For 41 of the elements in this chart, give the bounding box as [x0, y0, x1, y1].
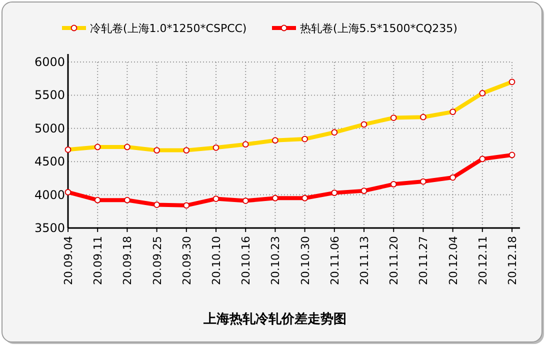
x-tick-label: 20.09.04: [62, 236, 75, 285]
y-tick-label: 3500: [34, 221, 65, 235]
x-tick-label: 20.10.30: [298, 236, 312, 285]
point: [508, 152, 516, 158]
point: [420, 178, 426, 185]
x-tick-label: 20.12.18: [506, 236, 519, 285]
point: [154, 202, 160, 208]
point: [390, 180, 397, 188]
point: [479, 156, 486, 162]
point: [302, 194, 308, 202]
legend-label: 冷轧卷(上海1.0*1250*CSPCC): [90, 22, 247, 35]
x-tick-label: 20.11.20: [388, 236, 401, 285]
point: [94, 196, 101, 204]
point: [64, 188, 72, 196]
y-tick-label: 4500: [34, 154, 65, 169]
x-tick-label: 20.09.18: [121, 236, 134, 285]
text: 上海热轧冷轧价差走势图: [202, 311, 346, 327]
point: [242, 198, 249, 204]
x-tick-label: 20.09.25: [150, 236, 164, 285]
x-tick-label: 20.09.11: [92, 236, 105, 285]
y-tick-label: 6000: [34, 55, 65, 69]
x-tick-label: 20.11.06: [328, 236, 342, 285]
x-tick-label: 20.12.11: [476, 236, 490, 285]
point: [183, 202, 190, 209]
point: [450, 174, 456, 181]
x-tick-label: 20.12.04: [446, 236, 460, 285]
point: [272, 194, 278, 202]
point: [212, 196, 220, 202]
x-tick-label: 20.11.13: [358, 236, 371, 285]
x-tick-label: 20.11.27: [417, 236, 430, 285]
x-tick-label: 20.09.30: [180, 236, 194, 285]
x-tick-label: 20.10.16: [240, 236, 253, 285]
point: [124, 196, 130, 204]
x-tick-label: 20.10.23: [269, 236, 282, 285]
x-tick-label: 20.10.10: [210, 236, 223, 285]
legend-label: 热轧卷(上海5.5*1500*CQ235): [300, 22, 458, 35]
y-tick-label: 5000: [34, 121, 65, 136]
point: [331, 190, 338, 196]
y-tick-label: 4000: [34, 188, 65, 202]
point: [360, 188, 368, 194]
y-tick-label: 5500: [34, 88, 65, 102]
